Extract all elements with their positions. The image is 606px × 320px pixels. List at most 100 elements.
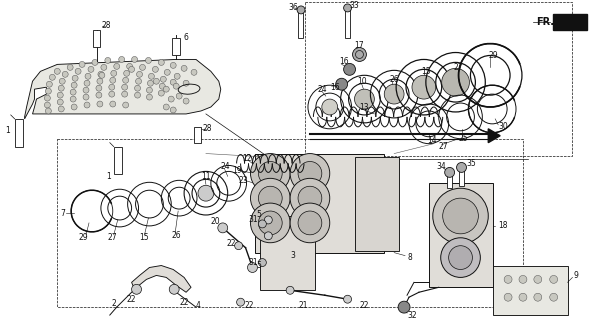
Circle shape [170, 62, 176, 68]
Text: 33: 33 [350, 2, 359, 11]
Circle shape [161, 76, 166, 82]
Circle shape [44, 102, 50, 108]
Text: 27: 27 [454, 63, 463, 72]
Text: 30: 30 [498, 122, 508, 131]
Text: 13: 13 [359, 102, 369, 111]
Circle shape [504, 276, 512, 283]
Circle shape [92, 60, 98, 65]
Circle shape [398, 301, 410, 313]
Circle shape [519, 293, 527, 301]
Circle shape [99, 72, 105, 78]
Circle shape [55, 68, 60, 74]
Text: 16: 16 [330, 83, 339, 92]
Circle shape [70, 96, 76, 102]
Circle shape [119, 56, 125, 62]
Circle shape [145, 58, 152, 63]
Circle shape [83, 94, 89, 100]
Bar [355, 156, 399, 251]
Bar [305, 2, 573, 156]
Bar [172, 38, 180, 55]
Circle shape [168, 96, 174, 102]
Circle shape [110, 77, 116, 83]
Text: 18: 18 [498, 221, 508, 230]
Circle shape [85, 73, 91, 79]
Circle shape [84, 80, 90, 86]
Circle shape [132, 284, 142, 294]
Text: 29: 29 [488, 51, 498, 60]
Circle shape [298, 186, 322, 210]
Circle shape [445, 167, 454, 177]
Circle shape [176, 93, 182, 99]
Text: 1: 1 [5, 126, 10, 135]
Circle shape [49, 74, 55, 80]
Circle shape [198, 185, 214, 201]
Text: 17: 17 [355, 41, 364, 50]
Circle shape [62, 71, 68, 77]
Bar [493, 266, 568, 315]
Circle shape [170, 79, 176, 85]
Circle shape [147, 80, 153, 86]
Text: 34: 34 [437, 162, 447, 171]
Text: 5: 5 [256, 210, 261, 219]
Polygon shape [132, 266, 191, 292]
Circle shape [264, 232, 272, 240]
Circle shape [158, 60, 164, 65]
Circle shape [135, 92, 141, 98]
Text: 4: 4 [196, 301, 201, 310]
Circle shape [59, 78, 65, 84]
Circle shape [122, 91, 128, 97]
Bar [459, 168, 464, 186]
Circle shape [164, 69, 170, 75]
Circle shape [264, 216, 272, 224]
Circle shape [355, 89, 375, 109]
Circle shape [58, 99, 63, 105]
Circle shape [98, 71, 104, 77]
Circle shape [322, 99, 338, 115]
Circle shape [258, 220, 267, 228]
Text: 24: 24 [318, 85, 327, 94]
Polygon shape [488, 129, 500, 143]
Bar [93, 30, 100, 47]
Circle shape [47, 81, 52, 87]
Circle shape [443, 198, 478, 234]
Text: 9: 9 [573, 271, 578, 280]
Circle shape [384, 84, 404, 104]
Circle shape [250, 178, 290, 218]
Text: 7: 7 [60, 209, 65, 218]
Circle shape [147, 87, 152, 93]
Circle shape [258, 186, 282, 210]
Text: 28: 28 [102, 21, 112, 30]
Text: 31: 31 [248, 215, 258, 224]
Text: 27: 27 [108, 233, 118, 242]
Circle shape [258, 211, 282, 235]
Circle shape [111, 70, 117, 76]
Circle shape [75, 68, 81, 74]
Circle shape [344, 4, 351, 12]
Circle shape [344, 295, 351, 303]
Circle shape [353, 48, 367, 61]
Circle shape [218, 223, 228, 233]
Circle shape [101, 64, 107, 70]
Circle shape [163, 104, 169, 110]
Circle shape [519, 276, 527, 283]
Bar [345, 8, 350, 38]
Circle shape [136, 78, 142, 84]
Text: 27: 27 [439, 142, 448, 151]
Circle shape [88, 66, 94, 72]
Circle shape [550, 293, 558, 301]
Circle shape [336, 78, 348, 90]
Bar [429, 183, 493, 287]
Circle shape [286, 286, 294, 294]
Text: 19: 19 [233, 166, 242, 175]
Circle shape [45, 88, 52, 94]
Text: 15: 15 [421, 67, 430, 76]
Circle shape [235, 242, 242, 250]
Circle shape [114, 63, 120, 69]
Circle shape [45, 108, 52, 114]
Circle shape [344, 63, 356, 75]
Text: 35: 35 [467, 159, 476, 168]
Circle shape [122, 77, 128, 83]
Circle shape [128, 66, 135, 72]
Circle shape [127, 63, 133, 69]
Circle shape [72, 75, 78, 81]
